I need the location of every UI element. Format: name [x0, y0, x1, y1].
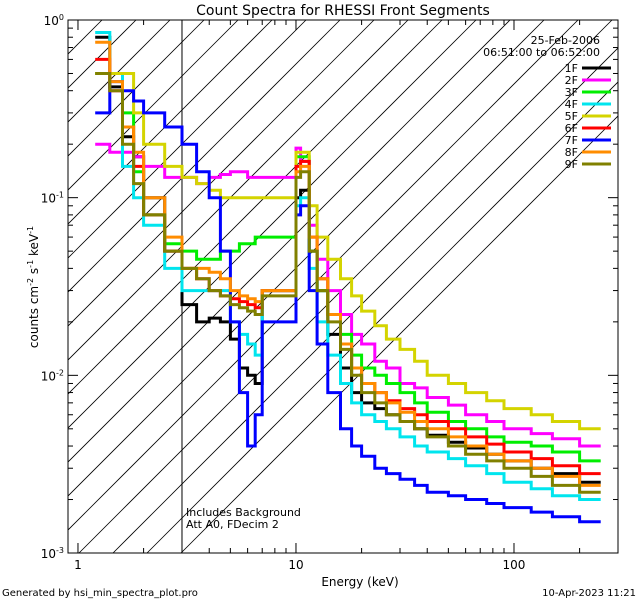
hatch-line: [68, 20, 375, 327]
hatch-line: [112, 47, 618, 553]
hatch-line: [68, 20, 477, 429]
annotation-attenuator: Att A0, FDecim 2: [186, 518, 279, 531]
legend-label-6f: 6F: [565, 122, 578, 135]
hatch-line: [68, 20, 341, 293]
hatch-line: [78, 20, 613, 553]
y-label-exponent: -2: [26, 278, 35, 286]
annotation-background: Includes Background: [186, 506, 301, 519]
legend-label-3f: 3F: [565, 86, 578, 99]
x-axis-label: Energy (keV): [321, 575, 398, 589]
timestamp-text: 10-Apr-2023 11:21: [542, 588, 636, 599]
generated-by-text: Generated by hsi_min_spectra_plot.pro: [2, 588, 198, 599]
legend-label-5f: 5F: [565, 110, 578, 123]
y-tick-base: 10: [41, 547, 56, 561]
hatch-line: [68, 20, 409, 361]
hatch-line: [68, 20, 273, 225]
y-tick-exponent: -1: [56, 191, 64, 200]
y-tick-label: 100: [44, 13, 64, 28]
hatch-line: [180, 115, 618, 553]
time-range-text: 06:51:00 to 06:52:00: [483, 46, 600, 59]
excluded-energy-hatch: [68, 20, 618, 553]
hatch-line: [68, 20, 239, 191]
series-line-5f: [95, 72, 601, 431]
chart-title: Count Spectra for RHESSI Front Segments: [196, 3, 490, 19]
series-line-1f: [95, 35, 601, 484]
hatch-line: [68, 20, 511, 463]
series-group: [95, 31, 601, 524]
hatch-line: [68, 20, 205, 157]
hatch-line: [68, 20, 443, 395]
date-text: 25-Feb-2006: [531, 34, 600, 47]
hatch-line: [68, 20, 579, 531]
y-tick-exponent: -2: [56, 368, 64, 377]
y-tick-base: 10: [41, 369, 56, 383]
y-label-part: s: [27, 268, 41, 278]
y-label-exponent: -1: [26, 226, 35, 234]
legend-label-7f: 7F: [565, 134, 578, 147]
hatch-line: [68, 20, 545, 497]
y-tick-label: 10-3: [41, 546, 64, 561]
y-tick-base: 10: [41, 192, 56, 206]
x-tick-label: 1: [74, 558, 82, 572]
y-axis-label: counts cm-2 s-1 keV-1: [26, 226, 41, 348]
y-tick-label: 10-1: [41, 191, 64, 206]
y-tick-exponent: -3: [56, 546, 64, 555]
y-tick-exponent: 0: [59, 13, 64, 22]
series-line-7f: [95, 80, 601, 524]
series-line-9f: [95, 72, 601, 494]
legend-label-2f: 2F: [565, 74, 578, 87]
hatch-line: [146, 81, 618, 553]
hatch-line: [68, 20, 103, 55]
hatch-line: [68, 20, 171, 123]
hatch-line: [68, 20, 307, 259]
legend-label-4f: 4F: [565, 98, 578, 111]
legend-label-1f: 1F: [565, 62, 578, 75]
y-label-part: counts cm: [27, 286, 41, 348]
series-line-8f: [95, 40, 601, 487]
legend-label-9f: 9F: [565, 158, 578, 171]
x-tick-label: 100: [503, 558, 526, 572]
y-label-part: keV: [27, 233, 41, 260]
x-tick-label: 10: [288, 558, 303, 572]
y-label-exponent: -1: [26, 260, 35, 268]
y-tick-label: 10-2: [41, 368, 64, 383]
legend-label-8f: 8F: [565, 146, 578, 159]
y-tick-base: 10: [44, 14, 59, 28]
plot-frame: [67, 19, 619, 554]
